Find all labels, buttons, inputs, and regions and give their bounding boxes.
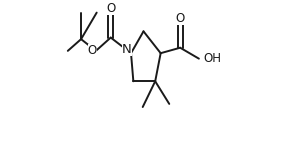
Text: O: O xyxy=(176,12,185,25)
Text: OH: OH xyxy=(203,52,221,65)
Text: N: N xyxy=(122,43,132,56)
Text: O: O xyxy=(106,2,115,15)
Text: O: O xyxy=(88,44,97,57)
